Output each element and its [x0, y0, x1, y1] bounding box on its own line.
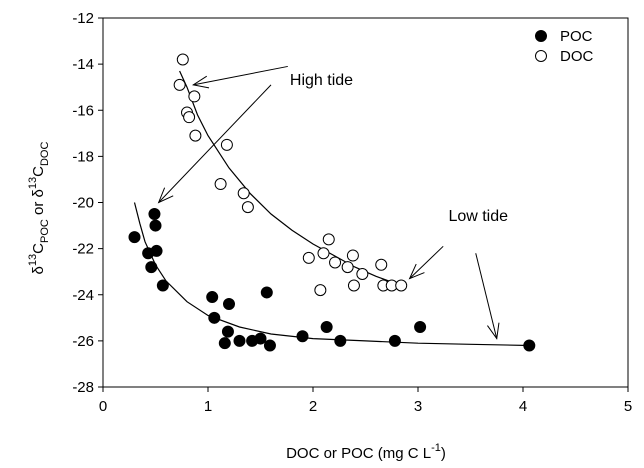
doc-point: [329, 256, 342, 269]
low-tide-label: Low tide: [448, 208, 508, 225]
doc-point: [302, 251, 315, 264]
y-axis-title-mid: or δ: [30, 189, 47, 219]
doc-point: [341, 261, 354, 274]
y-axis-title-delta: δ: [30, 266, 47, 274]
poc-point: [414, 321, 427, 334]
legend-poc-label: POC: [560, 28, 593, 45]
poc-point: [223, 297, 235, 310]
y-tick-label: -16: [72, 102, 94, 119]
doc-point: [395, 279, 408, 292]
doc-point: [317, 247, 330, 260]
doc-point: [189, 129, 202, 142]
x-tick-label: 1: [204, 398, 212, 415]
doc-point: [183, 111, 196, 124]
legend-doc-label: DOC: [560, 48, 594, 65]
fit-curves: [133, 70, 530, 347]
x-axis-title-main: DOC or POC (mg C L: [286, 445, 431, 462]
poc-point: [218, 337, 231, 350]
y-axis-title-sup-2: 13: [27, 177, 39, 189]
doc-fit-curve: [179, 70, 402, 287]
poc-point: [206, 291, 219, 304]
axis-ticks: 0 1 2 3 4 5 -28 -26 -24 -22 -20 -18 -16 -14 -12: [72, 10, 632, 415]
doc-point: [314, 284, 327, 297]
y-axis-title: δ13CPOC or δ13CDOC: [27, 142, 51, 275]
y-tick-label: -20: [72, 195, 94, 212]
y-tick-label: -14: [72, 56, 94, 73]
data-points: [128, 53, 536, 352]
poc-fit-curve: [133, 202, 530, 347]
doc-point: [220, 138, 233, 151]
legend-poc-marker: [535, 30, 547, 42]
x-axis-title: DOC or POC (mg C L-1): [286, 442, 446, 462]
low-tide-arrow: [475, 253, 500, 340]
doc-point: [241, 201, 254, 214]
doc-point: [346, 249, 359, 262]
poc-point: [388, 334, 401, 347]
doc-point: [214, 178, 227, 191]
poc-point: [296, 330, 309, 343]
poc-point: [156, 279, 169, 292]
doc-point: [176, 53, 189, 66]
y-tick-label: -28: [72, 379, 94, 396]
poc-point: [149, 219, 162, 232]
y-tick-label: -26: [72, 333, 94, 350]
poc-point: [150, 244, 163, 257]
y-tick-label: -12: [72, 10, 94, 27]
doc-point: [322, 233, 335, 246]
poc-point: [263, 339, 276, 352]
y-tick-label: -18: [72, 148, 94, 165]
poc-point: [334, 334, 347, 347]
high-tide-arrow: [157, 84, 272, 204]
low-tide-arrow: [408, 245, 444, 280]
doc-point: [188, 90, 201, 103]
x-tick-label: 2: [309, 398, 317, 415]
y-axis-title-sup-1: 13: [27, 254, 39, 266]
poc-point: [208, 311, 221, 324]
annotations: High tide Low tide: [157, 65, 508, 340]
y-tick-label: -22: [72, 241, 94, 258]
doc-point: [173, 78, 186, 91]
x-axis-title-end: ): [441, 445, 446, 462]
plot-area-frame: [102, 17, 629, 388]
poc-point: [260, 286, 273, 299]
x-tick-label: 5: [624, 398, 632, 415]
legend: POC DOC: [535, 28, 594, 65]
high-tide-label: High tide: [290, 72, 353, 89]
doc-point: [237, 187, 250, 200]
doc-point: [356, 267, 369, 280]
poc-point: [320, 321, 333, 334]
y-tick-label: -24: [72, 287, 94, 304]
x-tick-label: 0: [99, 398, 107, 415]
poc-point: [145, 261, 158, 274]
poc-point: [221, 325, 234, 338]
y-axis-title-c2: C: [30, 166, 47, 177]
x-tick-label: 4: [519, 398, 527, 415]
doc-point: [347, 279, 360, 292]
y-axis-title-c1: C: [30, 243, 47, 254]
poc-point: [148, 208, 161, 221]
legend-doc-marker: [535, 50, 547, 62]
poc-point: [523, 339, 536, 352]
x-tick-label: 3: [414, 398, 422, 415]
y-axis-title-sub-1: POC: [39, 219, 51, 243]
high-tide-arrow: [191, 65, 288, 89]
poc-point: [128, 231, 141, 244]
poc-point: [254, 332, 267, 345]
doc-point: [375, 258, 388, 271]
y-axis-title-sub-2: DOC: [39, 142, 51, 167]
x-axis-title-sup: -1: [431, 442, 441, 454]
poc-point: [233, 334, 246, 347]
